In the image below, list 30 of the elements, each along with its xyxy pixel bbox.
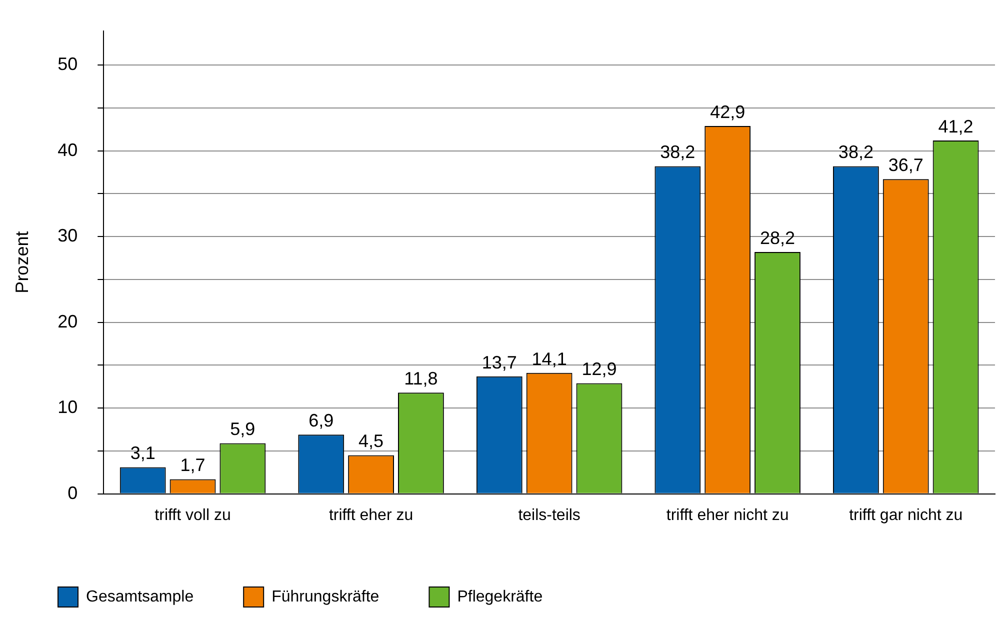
data-label: 28,2 <box>760 228 796 248</box>
legend-label: Pflegekräfte <box>457 588 543 606</box>
data-label: 11,8 <box>404 368 438 389</box>
x-tick-label: trifft gar nicht zu <box>849 506 963 524</box>
y-tick-label: 0 <box>68 482 78 503</box>
x-tick-label: trifft eher nicht zu <box>666 506 789 524</box>
data-label: 38,2 <box>660 142 696 162</box>
x-tick-label: trifft eher zu <box>328 506 414 524</box>
x-tick-label: trifft voll zu <box>154 506 231 524</box>
y-tick-label: 10 <box>58 397 78 418</box>
data-label: 13,7 <box>482 352 517 372</box>
data-label: 1,7 <box>180 455 206 476</box>
data-label: 42,9 <box>710 102 746 122</box>
data-label: 38,2 <box>838 142 874 162</box>
data-label: 14,1 <box>532 348 567 369</box>
data-label: 36,7 <box>888 155 924 176</box>
y-axis-title: Prozent <box>12 231 32 294</box>
legend-label: Führungskräfte <box>272 588 380 606</box>
legend-label: Gesamtsample <box>86 588 194 606</box>
y-tick-label: 20 <box>58 311 78 332</box>
data-label: 5,9 <box>230 419 256 440</box>
data-label: 12,9 <box>582 359 617 380</box>
y-tick-label: 30 <box>58 226 78 246</box>
x-tick-label: teils-teils <box>518 506 580 524</box>
data-label: 6,9 <box>308 410 334 431</box>
data-label: 3,1 <box>130 443 156 464</box>
y-tick-label: 40 <box>58 140 78 160</box>
data-label: 4,5 <box>358 431 384 452</box>
y-tick-label: 50 <box>58 54 78 74</box>
data-label: 41,2 <box>938 116 974 137</box>
